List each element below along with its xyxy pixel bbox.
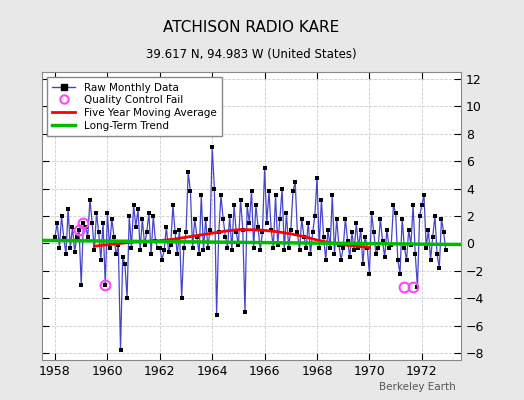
Text: 39.617 N, 94.983 W (United States): 39.617 N, 94.983 W (United States) [146, 48, 357, 61]
Text: ATCHISON RADIO KARE: ATCHISON RADIO KARE [163, 20, 340, 35]
Legend: Raw Monthly Data, Quality Control Fail, Five Year Moving Average, Long-Term Tren: Raw Monthly Data, Quality Control Fail, … [47, 77, 222, 136]
Text: Berkeley Earth: Berkeley Earth [379, 382, 456, 392]
